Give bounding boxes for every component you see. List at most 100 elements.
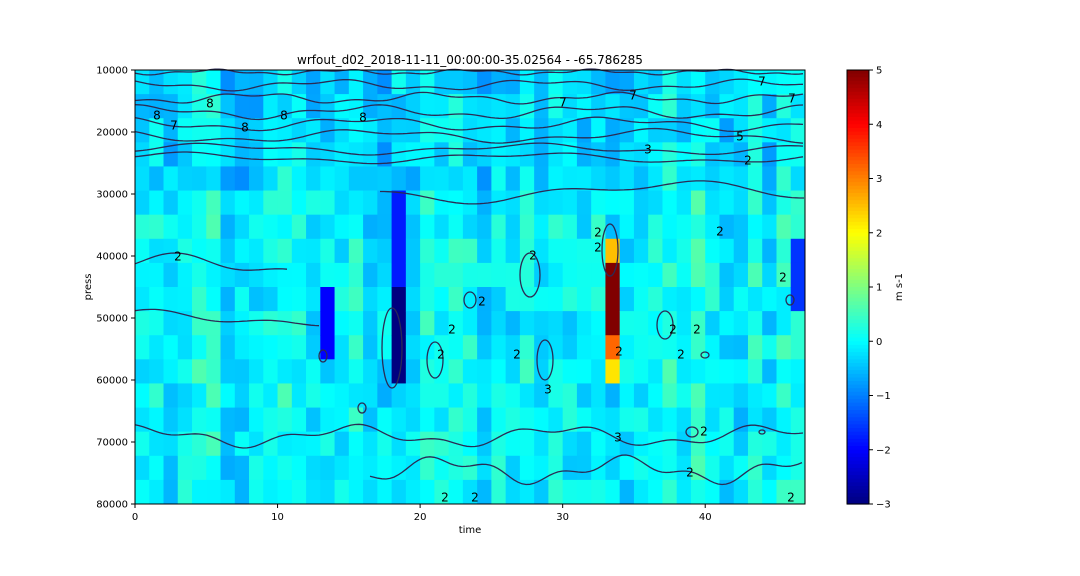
contour-label: 2	[529, 249, 537, 263]
heatmap-cell	[192, 407, 207, 433]
heatmap-cell	[534, 214, 549, 240]
heatmap-cell	[619, 455, 635, 481]
heatmap-cell	[434, 142, 450, 167]
heatmap-cell	[434, 238, 450, 264]
colorbar-ticks: −3 −2 −1 0 1 2 3 4 5	[869, 66, 891, 511]
colorbar-strip	[847, 290, 869, 295]
colorbar-tick-label: 5	[876, 66, 882, 77]
heatmap-cell	[733, 287, 749, 312]
heatmap-cell	[177, 142, 193, 167]
contour-label: 2	[787, 491, 795, 505]
heatmap-cell	[291, 70, 307, 95]
colorbar-strip	[847, 464, 869, 469]
colorbar-strip	[847, 109, 869, 114]
heatmap-cell	[762, 431, 777, 457]
heatmap-cell	[462, 479, 478, 505]
heatmap-cell	[192, 190, 207, 216]
heatmap-cell	[263, 70, 278, 95]
colorbar-strip	[847, 402, 869, 407]
heatmap-cell	[448, 383, 464, 408]
heatmap-cell	[206, 287, 221, 312]
heatmap-cell	[277, 479, 293, 505]
heatmap-cell	[591, 214, 606, 240]
heatmap-cell	[505, 287, 521, 312]
heatmap-cell	[448, 238, 464, 264]
heatmap-cell	[790, 70, 806, 95]
heatmap-cell	[177, 118, 193, 143]
heatmap-cell	[591, 407, 606, 433]
heatmap-cell	[149, 335, 164, 360]
heatmap-cell	[576, 455, 592, 481]
heatmap-cell	[705, 335, 720, 360]
heatmap-cell	[149, 262, 164, 288]
contour-line	[134, 308, 320, 327]
heatmap-cell	[477, 166, 492, 191]
heatmap-cell	[320, 335, 335, 360]
heatmap-cell	[591, 287, 606, 312]
heatmap-cell	[633, 335, 649, 360]
contour-label: 2	[478, 295, 486, 309]
heatmap-cell	[405, 214, 421, 240]
contour-line	[134, 127, 804, 144]
heatmap-cell	[676, 407, 692, 433]
heatmap-cell	[762, 262, 777, 288]
heatmap-cell	[249, 190, 264, 216]
heatmap-cell	[733, 383, 749, 408]
heatmap-cell	[462, 407, 478, 433]
heatmap-cell	[534, 407, 549, 433]
heatmap-cell	[135, 359, 150, 384]
heatmap-cell	[448, 359, 464, 384]
contour-loop	[357, 402, 367, 414]
heatmap-cell	[519, 455, 535, 481]
heatmap-cell	[391, 190, 407, 216]
heatmap-cell	[705, 455, 720, 481]
heatmap-cell	[391, 335, 407, 360]
heatmap-cell	[562, 142, 578, 167]
heatmap-cell	[591, 311, 606, 336]
heatmap-cell	[477, 262, 492, 288]
heatmap-cell	[206, 118, 221, 143]
heatmap-cell	[149, 455, 164, 481]
heatmap-cell	[405, 335, 421, 360]
heatmap-cell	[263, 190, 278, 216]
heatmap-cell	[776, 431, 792, 457]
heatmap-cell	[676, 431, 692, 457]
heatmap-cell	[633, 94, 649, 119]
colorbar-strip	[847, 221, 869, 227]
heatmap-cell	[192, 359, 207, 384]
colorbar-strip	[847, 70, 869, 75]
heatmap-cell	[719, 166, 735, 191]
colorbar-strip	[847, 500, 869, 505]
contour-line	[134, 91, 804, 105]
heatmap-cell	[477, 407, 492, 433]
heatmap-cell	[505, 335, 521, 360]
colorbar-strip	[847, 91, 869, 96]
heatmap-cell	[149, 407, 164, 433]
heatmap-cell	[491, 166, 507, 191]
heatmap-cell	[348, 166, 364, 191]
colorbar-strip	[847, 438, 869, 444]
heatmap-cell	[733, 262, 749, 288]
colorbar-strip	[847, 344, 869, 350]
heatmap-cell	[776, 94, 792, 119]
heatmap-cell	[306, 383, 321, 408]
heatmap-cell	[291, 335, 307, 360]
heatmap-cell	[705, 359, 720, 384]
heatmap-cell	[519, 190, 535, 216]
heatmap-cell	[163, 238, 179, 264]
heatmap-cell	[676, 142, 692, 167]
colorbar-strip	[847, 467, 869, 473]
heatmap-cell	[747, 479, 763, 505]
heatmap-cell	[662, 262, 678, 288]
heatmap-cell	[491, 262, 507, 288]
heatmap-cell	[491, 190, 507, 216]
heatmap-cell	[391, 94, 407, 119]
heatmap-cell	[234, 479, 250, 505]
contour-label: 2	[471, 491, 479, 505]
colorbar-strip	[847, 239, 869, 245]
heatmap-cell	[477, 70, 492, 95]
heatmap-cell	[747, 262, 763, 288]
heatmap-cell	[320, 214, 335, 240]
colorbar-tick-label: −3	[876, 500, 891, 511]
